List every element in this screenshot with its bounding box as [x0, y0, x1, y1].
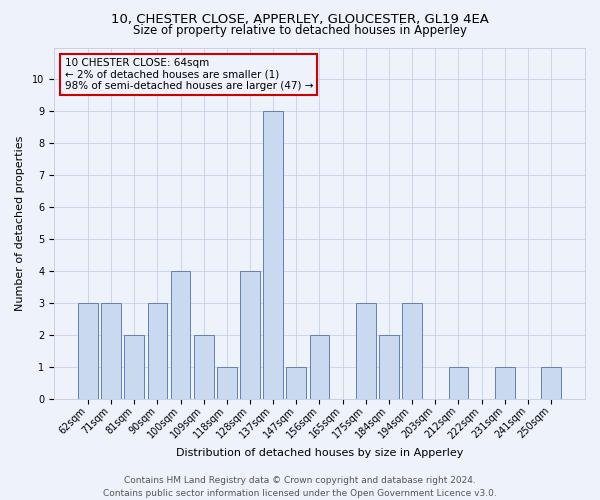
Bar — [240, 272, 260, 400]
Bar — [495, 368, 515, 400]
Text: Contains HM Land Registry data © Crown copyright and database right 2024.
Contai: Contains HM Land Registry data © Crown c… — [103, 476, 497, 498]
Bar — [194, 336, 214, 400]
Bar — [379, 336, 399, 400]
X-axis label: Distribution of detached houses by size in Apperley: Distribution of detached houses by size … — [176, 448, 463, 458]
Y-axis label: Number of detached properties: Number of detached properties — [15, 136, 25, 311]
Bar — [170, 272, 190, 400]
Bar — [148, 304, 167, 400]
Bar — [286, 368, 306, 400]
Bar — [78, 304, 98, 400]
Text: 10, CHESTER CLOSE, APPERLEY, GLOUCESTER, GL19 4EA: 10, CHESTER CLOSE, APPERLEY, GLOUCESTER,… — [111, 12, 489, 26]
Bar — [541, 368, 561, 400]
Bar — [402, 304, 422, 400]
Bar — [101, 304, 121, 400]
Bar — [449, 368, 468, 400]
Text: 10 CHESTER CLOSE: 64sqm
← 2% of detached houses are smaller (1)
98% of semi-deta: 10 CHESTER CLOSE: 64sqm ← 2% of detached… — [65, 58, 313, 92]
Text: Size of property relative to detached houses in Apperley: Size of property relative to detached ho… — [133, 24, 467, 37]
Bar — [263, 112, 283, 400]
Bar — [356, 304, 376, 400]
Bar — [124, 336, 144, 400]
Bar — [217, 368, 236, 400]
Bar — [310, 336, 329, 400]
